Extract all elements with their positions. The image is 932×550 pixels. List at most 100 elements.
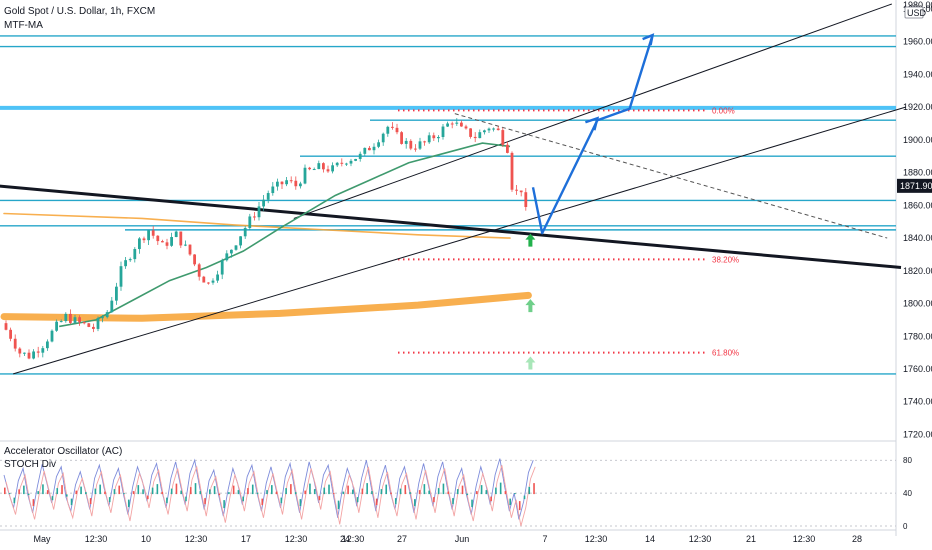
candle-body (161, 241, 164, 243)
y-tick-label: 1900.00 (903, 135, 932, 145)
candle-body (423, 141, 426, 143)
candle-body (92, 326, 95, 329)
candle-body (87, 323, 91, 327)
ac-histogram-bar (499, 482, 502, 495)
candle-body (285, 180, 288, 185)
y-tick-label: 1760.00 (903, 364, 932, 374)
ac-histogram-bar (309, 483, 311, 495)
ac-histogram-bar (371, 491, 373, 495)
ac-histogram-bar (361, 488, 364, 495)
candle-body (27, 352, 31, 359)
up-arrow-marker (525, 233, 536, 247)
candle-body (363, 147, 367, 154)
candle-body (391, 126, 394, 128)
ac-histogram-bar (161, 491, 163, 495)
candle-body (331, 165, 334, 172)
ac-histogram-bar (94, 488, 97, 495)
ac-histogram-bar (337, 500, 340, 510)
ac-histogram-bar (390, 492, 392, 495)
candle-body (464, 126, 468, 129)
oscillator-tick-label: 0 (903, 522, 908, 531)
ac-histogram-bar (232, 485, 235, 495)
candle-body (335, 162, 339, 166)
ac-histogram-bar (80, 486, 82, 495)
ac-histogram-bar (347, 485, 349, 495)
oscillator-tick-label: 80 (903, 456, 912, 465)
ac-histogram-bar (476, 491, 478, 495)
up-arrow-marker (525, 299, 536, 313)
candle-body (358, 153, 362, 159)
ac-histogram-bar (218, 493, 221, 496)
candle-body (404, 140, 408, 144)
ac-histogram-bar (294, 492, 297, 495)
candle-body (82, 322, 86, 324)
ac-histogram-bar (437, 488, 440, 495)
candle-body (487, 128, 491, 131)
ac-histogram-bar (209, 489, 211, 495)
candle-body (128, 259, 132, 261)
ac-histogram-bar (89, 498, 92, 505)
candle-body (354, 158, 357, 161)
y-tick-label: 1800.00 (903, 299, 932, 309)
candle-body (322, 163, 325, 170)
ac-histogram-bar (51, 496, 54, 501)
indicator-label-mtf-ma[interactable]: MTF-MA (4, 20, 43, 31)
ac-histogram-bar (27, 493, 30, 496)
ac-histogram-bar (271, 485, 273, 495)
candle-body (133, 249, 137, 260)
oscillator-indicator-label[interactable]: STOCH Div (4, 459, 57, 470)
candle-body (446, 123, 449, 127)
candle-body (441, 126, 445, 137)
ac-histogram-bar (23, 485, 25, 495)
candle-body (308, 167, 311, 170)
fib-level-label: 38.20% (712, 255, 739, 264)
candle-body (372, 146, 376, 151)
x-tick-label: 21 (746, 534, 756, 544)
trendline (13, 106, 906, 375)
ac-histogram-bar (466, 493, 469, 496)
candle-body (312, 169, 316, 171)
candle-body (32, 351, 35, 359)
candle-body (492, 128, 495, 130)
ac-histogram-bar (352, 489, 354, 495)
ac-histogram-bar (518, 501, 521, 511)
candle-body (119, 266, 123, 287)
ac-histogram-bar (266, 490, 268, 495)
up-arrow-marker (525, 356, 536, 370)
ac-histogram-bar (75, 490, 78, 495)
candle-body (377, 142, 380, 147)
currency-label: USD (907, 8, 927, 18)
x-tick-label: 12:30 (342, 534, 365, 544)
candle-body (427, 135, 431, 143)
ac-histogram-bar (123, 493, 125, 495)
ac-histogram-bar (299, 499, 302, 507)
ac-histogram-bar (61, 485, 63, 495)
candle-body (409, 140, 413, 149)
candle-body (179, 231, 183, 246)
y-tick-label: 1820.00 (903, 266, 932, 276)
candle-body (220, 260, 224, 275)
ac-histogram-bar (32, 499, 35, 507)
candle-body (519, 190, 523, 193)
x-tick-label: 12:30 (85, 534, 108, 544)
last-price-label: 1871.90 (900, 181, 932, 191)
candle-body (510, 152, 514, 190)
candle-body (469, 128, 472, 137)
candle-body (124, 260, 127, 267)
x-tick-label: 12:30 (585, 534, 608, 544)
candle-body (326, 169, 330, 172)
y-tick-label: 1940.00 (903, 69, 932, 79)
ac-histogram-bar (151, 487, 154, 495)
candle-body (50, 330, 54, 342)
oscillator-title[interactable]: Accelerator Oscillator (AC) (4, 446, 123, 457)
candle-body (174, 231, 178, 238)
ac-histogram-bar (399, 488, 402, 495)
ac-histogram-bar (366, 483, 368, 495)
candle-body (138, 238, 141, 250)
ac-histogram-bar (142, 489, 144, 495)
candle-body (400, 132, 403, 144)
ac-histogram-bar (185, 496, 187, 502)
ac-histogram-bar (237, 490, 240, 495)
